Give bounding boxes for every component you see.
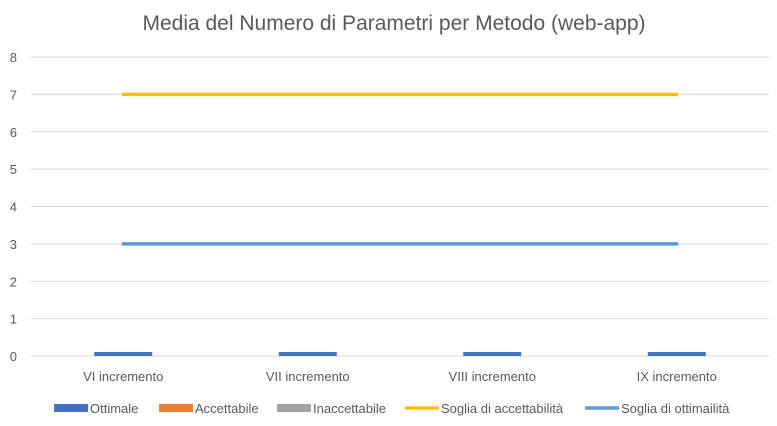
chart-title: Media del Numero di Parametri per Metodo… bbox=[142, 12, 645, 35]
threshold-lines bbox=[121, 92, 679, 246]
legend-swatch bbox=[54, 404, 88, 412]
y-tick-label: 3 bbox=[10, 237, 17, 252]
bars bbox=[94, 352, 706, 356]
legend-swatch bbox=[277, 404, 311, 412]
y-tick-label: 5 bbox=[10, 162, 17, 177]
y-tick-label: 8 bbox=[10, 50, 17, 65]
legend-swatch bbox=[159, 404, 193, 412]
x-tick-label: VII incremento bbox=[266, 369, 350, 384]
y-axis: 0 1 2 3 4 5 6 7 8 bbox=[10, 50, 17, 364]
y-tick-label: 0 bbox=[10, 349, 17, 364]
x-tick-label: VIII incremento bbox=[449, 369, 536, 384]
grid bbox=[31, 56, 769, 357]
x-axis: VI incremento VII incremento VIII incremen… bbox=[83, 369, 717, 384]
y-tick-label: 2 bbox=[10, 274, 17, 289]
legend-label: Soglia di accettabilità bbox=[441, 401, 564, 416]
legend-label: Ottimale bbox=[90, 401, 138, 416]
y-tick-label: 6 bbox=[10, 125, 17, 140]
y-tick-label: 4 bbox=[10, 200, 17, 215]
legend-label: Accettabile bbox=[195, 401, 259, 416]
bar bbox=[94, 352, 153, 356]
y-tick-label: 1 bbox=[10, 312, 17, 327]
legend-label: Soglia di ottimailità bbox=[621, 401, 730, 416]
x-tick-label: VI incremento bbox=[83, 369, 163, 384]
x-tick-label: IX incremento bbox=[637, 369, 717, 384]
legend: Ottimale Accettabile Inaccettabile Soglia d… bbox=[54, 401, 730, 416]
legend-label: Inaccettabile bbox=[313, 401, 386, 416]
bar bbox=[463, 352, 522, 356]
bar bbox=[278, 352, 337, 356]
bar bbox=[647, 352, 706, 356]
y-tick-label: 7 bbox=[10, 87, 17, 102]
